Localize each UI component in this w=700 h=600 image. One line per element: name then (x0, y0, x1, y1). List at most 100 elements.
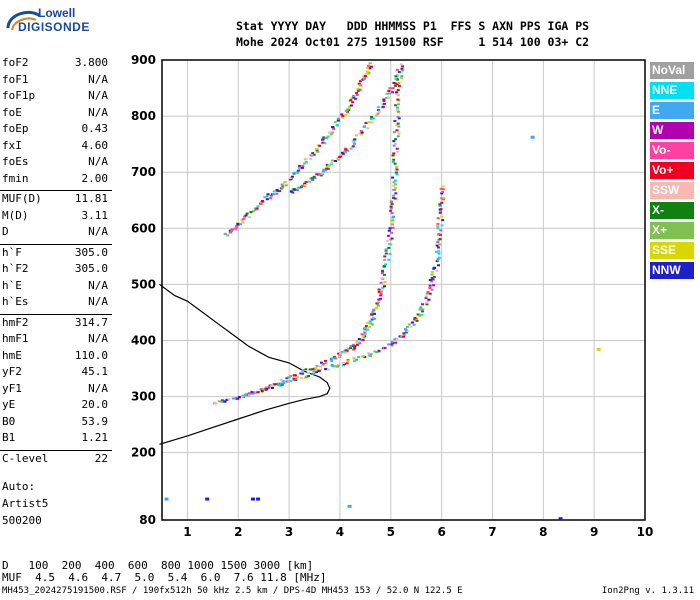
echo-point (321, 364, 325, 367)
echo-point (304, 160, 308, 163)
echo-point (399, 63, 403, 66)
echo-point (312, 370, 316, 373)
echo-point (394, 142, 398, 145)
echo-point (236, 397, 240, 400)
echo-point (253, 391, 257, 394)
param-value: 305.0 (74, 245, 108, 259)
echo-point (269, 194, 273, 197)
echo-point (390, 340, 394, 343)
echo-point (323, 359, 327, 362)
param-row: foEs N/A (2, 155, 108, 171)
echo-point (351, 145, 355, 148)
echo-point (280, 186, 284, 189)
param-row: h`F2 305.0 (2, 262, 108, 278)
echo-point (392, 181, 396, 184)
echo-point (439, 187, 443, 190)
param-value: N/A (88, 278, 108, 292)
param-name: hmE (2, 348, 22, 362)
echo-point (367, 66, 371, 69)
echo-point (389, 207, 393, 210)
param-name: foEp (2, 122, 29, 135)
echo-point (430, 280, 434, 283)
echo-point (284, 184, 288, 187)
echo-point (322, 168, 326, 171)
echo-point (397, 132, 401, 135)
echo-point (272, 190, 276, 193)
echo-point (394, 78, 398, 81)
echo-point (363, 75, 367, 77)
echo-point (428, 287, 432, 289)
echo-point (441, 185, 445, 188)
echo-point (397, 84, 401, 87)
echo-point (321, 170, 325, 173)
x-tick-label: 3 (285, 525, 293, 539)
param-name: yE (2, 398, 16, 411)
echo-point (362, 78, 366, 81)
echo-point (262, 387, 266, 390)
echo-point (363, 76, 367, 79)
echo-point (442, 196, 446, 199)
echo-point (324, 362, 328, 365)
param-name: h`E (2, 278, 22, 292)
echo-point (352, 356, 356, 359)
param-separator (0, 449, 112, 451)
electron-density-profile (159, 283, 331, 445)
echo-point (440, 201, 444, 204)
echo-point (391, 87, 395, 90)
echo-point (289, 178, 292, 181)
echo-point (369, 353, 373, 356)
auto-label: Auto: (2, 480, 36, 493)
echo-point (289, 380, 293, 383)
echo-point (419, 306, 423, 309)
echo-point (370, 65, 373, 68)
echo-point (301, 184, 304, 187)
echo-point (326, 167, 330, 170)
param-value: 314.7 (74, 315, 108, 329)
echo-point (377, 110, 381, 113)
echo-point (287, 381, 291, 383)
echo-point (361, 339, 365, 341)
param-row: yF1 N/A (2, 382, 108, 398)
echo-point (220, 399, 224, 402)
echo-point (363, 329, 367, 332)
echo-point (360, 131, 364, 134)
echo-point (397, 117, 401, 120)
echo-point (426, 291, 430, 293)
param-name: D (2, 225, 9, 238)
echo-point (265, 198, 269, 201)
echo-point (404, 331, 408, 334)
echo-point (338, 156, 342, 158)
echo-point (433, 266, 437, 269)
echo-point (397, 71, 401, 73)
echo-point (438, 238, 442, 241)
echo-point (304, 180, 308, 183)
echo-point (240, 219, 244, 222)
echo-point (282, 382, 286, 385)
echo-point (402, 335, 406, 338)
echo-point (388, 242, 392, 245)
echo-point (425, 301, 429, 304)
echo-point (309, 368, 312, 371)
echo-point (400, 77, 403, 79)
echo-point (396, 98, 400, 101)
param-value: 3.800 (74, 56, 108, 69)
echo-point (259, 388, 263, 391)
echo-point (315, 371, 318, 374)
param-value: 2.00 (81, 171, 109, 185)
echo-point (295, 189, 299, 191)
echo-point (388, 227, 392, 230)
echo-point (434, 250, 438, 253)
echo-point (439, 229, 443, 232)
echo-point (352, 345, 355, 348)
echo-point (439, 211, 442, 214)
legend-item-sse: SSE (650, 242, 694, 259)
echo-point (440, 215, 444, 218)
echo-point (260, 200, 264, 202)
echo-point (391, 176, 395, 179)
param-value: N/A (88, 332, 108, 345)
echo-point (390, 212, 394, 215)
echo-point (297, 169, 301, 172)
echo-point (437, 264, 440, 267)
echo-point (391, 219, 395, 222)
param-value: N/A (88, 105, 108, 119)
